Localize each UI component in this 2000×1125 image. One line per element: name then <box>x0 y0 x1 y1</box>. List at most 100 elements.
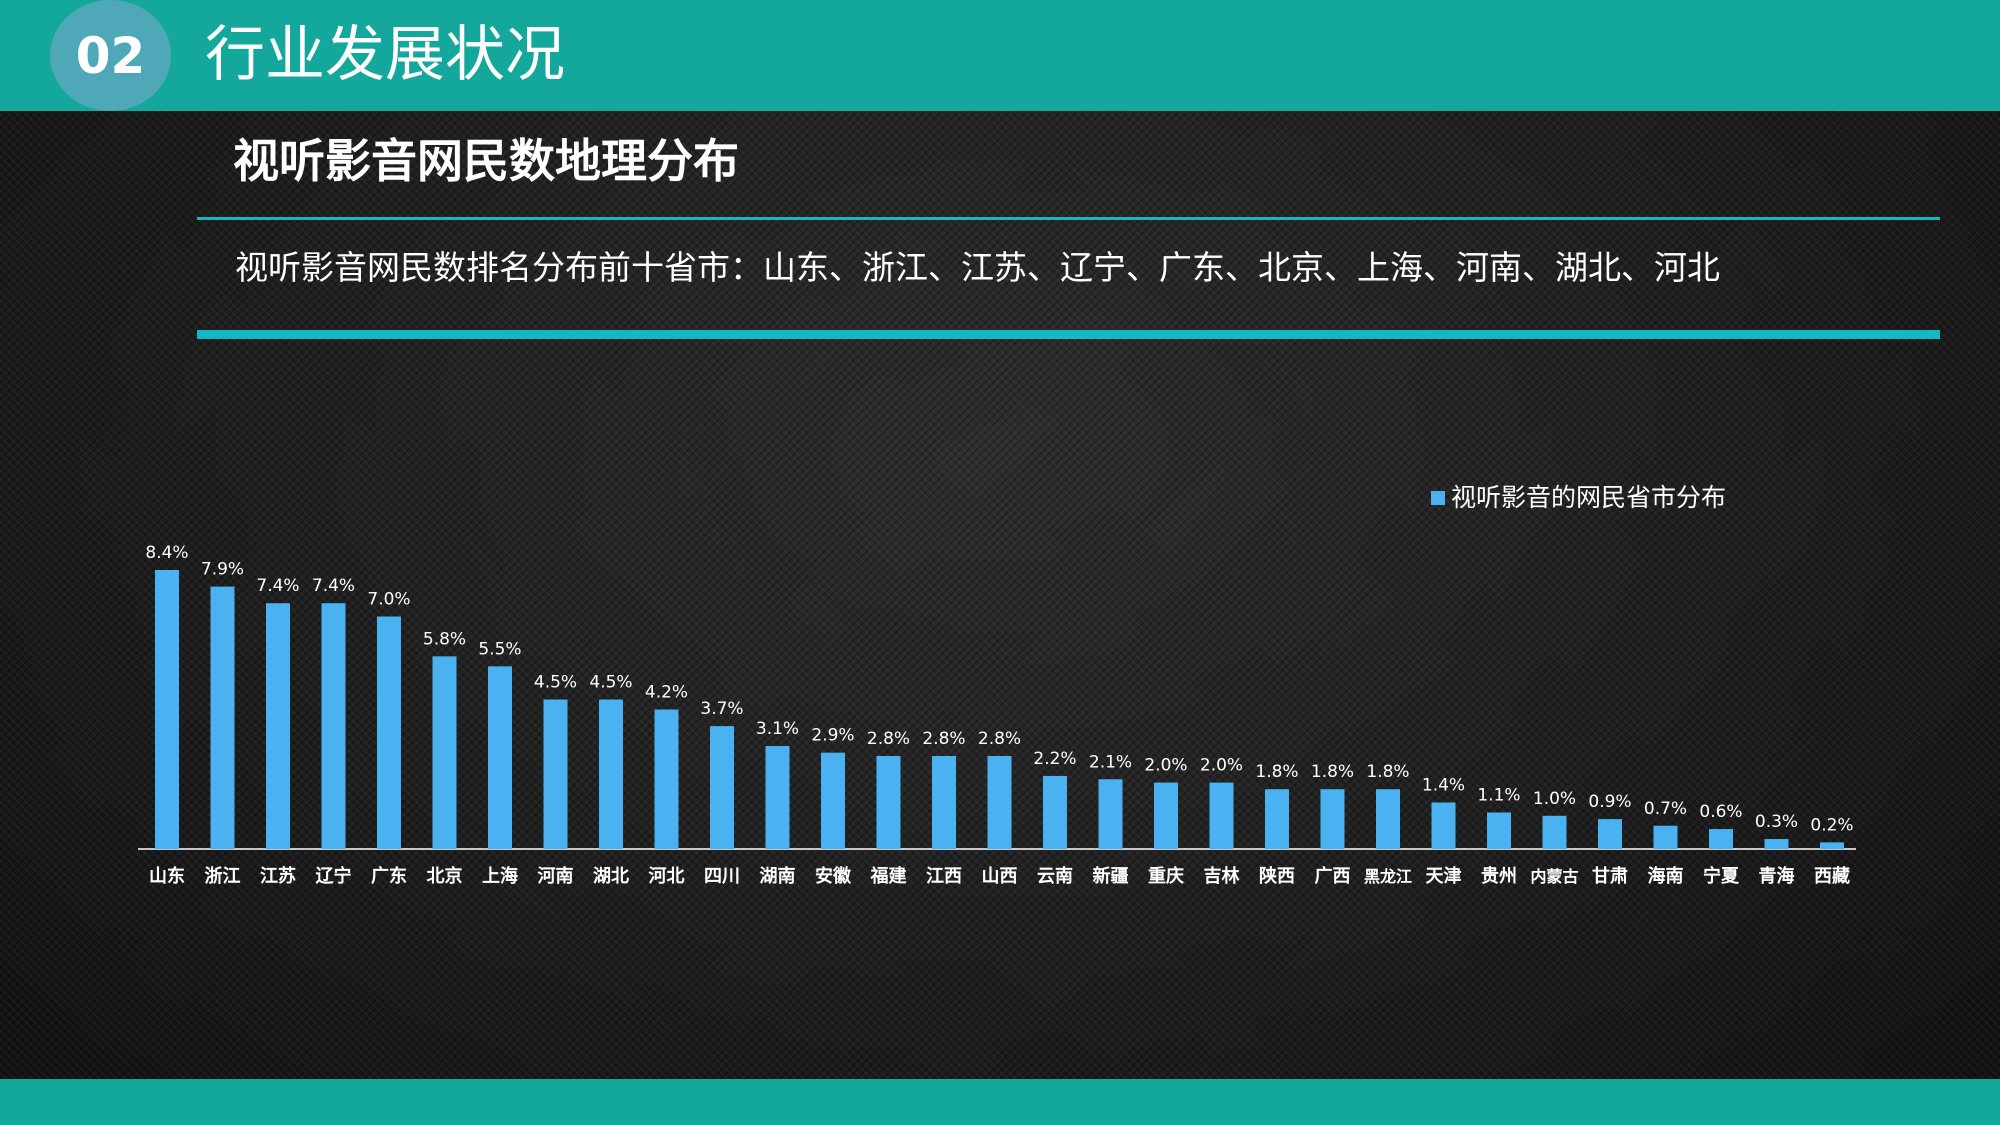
section-title: 行业发展状况 <box>205 20 565 90</box>
data-label-山西: 2.8% <box>978 729 1021 749</box>
data-label-吉林: 2.0% <box>1200 756 1243 776</box>
data-label-江苏: 7.4% <box>256 576 299 596</box>
data-label-宁夏: 0.6% <box>1699 802 1742 822</box>
bar-河南 <box>543 699 568 849</box>
bar-重庆 <box>1154 782 1178 849</box>
x-tick-label-湖北: 湖北 <box>593 866 629 887</box>
x-tick-label-宁夏: 宁夏 <box>1703 865 1740 887</box>
data-label-山东: 8.4% <box>145 543 188 563</box>
bar-青海 <box>1764 839 1789 849</box>
data-label-北京: 5.8% <box>423 629 466 649</box>
data-label-辽宁: 7.4% <box>312 576 355 596</box>
bar-海南 <box>1653 825 1678 849</box>
bar-宁夏 <box>1709 829 1733 849</box>
x-tick-label-西藏: 西藏 <box>1814 866 1850 887</box>
x-tick-label-河北: 河北 <box>649 866 685 887</box>
bar-上海 <box>488 666 512 849</box>
data-label-天津: 1.4% <box>1422 776 1465 796</box>
x-tick-label-安徽: 安徽 <box>815 865 852 887</box>
data-label-陕西: 1.8% <box>1255 762 1298 782</box>
data-label-重庆: 2.0% <box>1144 756 1187 776</box>
data-label-青海: 0.3% <box>1755 812 1798 832</box>
bar-山西 <box>987 756 1012 849</box>
data-label-新疆: 2.1% <box>1089 752 1132 772</box>
x-tick-label-广西: 广西 <box>1315 865 1351 887</box>
bar-广东 <box>377 616 401 849</box>
x-tick-label-海南: 海南 <box>1648 865 1684 887</box>
x-tick-label-山西: 山西 <box>982 866 1018 887</box>
data-label-海南: 0.7% <box>1644 799 1687 819</box>
data-label-安徽: 2.9% <box>811 726 854 746</box>
x-tick-label-上海: 上海 <box>482 865 518 887</box>
chart-legend: 视听影音的网民省市分布 <box>1431 478 1726 518</box>
legend-swatch <box>1431 491 1445 505</box>
x-tick-label-内蒙古: 内蒙古 <box>1530 867 1578 886</box>
bar-山东 <box>155 570 179 849</box>
bar-江西 <box>932 756 956 849</box>
header-bar <box>0 0 2000 111</box>
data-label-贵州: 1.1% <box>1477 785 1520 805</box>
bar-湖南 <box>765 746 790 849</box>
x-tick-label-北京: 北京 <box>427 865 463 887</box>
x-tick-label-辽宁: 辽宁 <box>316 865 352 887</box>
bar-辽宁 <box>321 603 346 849</box>
data-label-浙江: 7.9% <box>201 560 244 580</box>
x-tick-label-四川: 四川 <box>704 866 740 887</box>
data-label-西藏: 0.2% <box>1810 815 1853 835</box>
x-tick-label-河南: 河南 <box>538 865 574 887</box>
footer-bar <box>0 1079 2000 1125</box>
x-tick-label-贵州: 贵州 <box>1481 866 1517 887</box>
x-tick-label-重庆: 重庆 <box>1148 865 1184 887</box>
bar-广西 <box>1320 789 1345 849</box>
bar-吉林 <box>1209 782 1234 849</box>
bar-内蒙古 <box>1542 815 1567 849</box>
x-tick-label-吉林: 吉林 <box>1204 865 1240 887</box>
bar-北京 <box>432 656 457 849</box>
thin-divider <box>197 217 1940 220</box>
legend-label: 视听影音的网民省市分布 <box>1451 483 1727 512</box>
data-label-江西: 2.8% <box>922 729 965 749</box>
x-tick-label-江苏: 江苏 <box>260 865 296 887</box>
bar-新疆 <box>1098 779 1123 849</box>
data-label-云南: 2.2% <box>1033 749 1076 769</box>
x-tick-label-福建: 福建 <box>870 865 907 887</box>
x-tick-label-江西: 江西 <box>926 866 962 887</box>
bar-甘肃 <box>1598 819 1622 849</box>
thick-divider <box>197 330 1940 339</box>
bar-湖北 <box>599 699 623 849</box>
bar-西藏 <box>1820 842 1844 849</box>
x-tick-label-甘肃: 甘肃 <box>1592 865 1628 887</box>
bar-江苏 <box>266 603 290 849</box>
data-label-河北: 4.2% <box>645 683 688 703</box>
bar-陕西 <box>1265 789 1289 849</box>
x-tick-label-天津: 天津 <box>1426 865 1462 887</box>
section-number-badge: 02 <box>50 0 171 111</box>
data-label-湖南: 3.1% <box>756 719 799 739</box>
bar-贵州 <box>1487 812 1511 849</box>
data-label-甘肃: 0.9% <box>1588 792 1631 812</box>
x-tick-label-陕西: 陕西 <box>1259 865 1295 887</box>
x-tick-label-广东: 广东 <box>371 865 407 887</box>
x-tick-label-云南: 云南 <box>1037 865 1073 887</box>
data-label-广西: 1.8% <box>1311 762 1354 782</box>
data-label-福建: 2.8% <box>867 729 910 749</box>
data-label-黑龙江: 1.8% <box>1366 762 1409 782</box>
data-label-河南: 4.5% <box>534 673 577 693</box>
summary-text: 视听影音网民数排名分布前十省市：山东、浙江、江苏、辽宁、广东、北京、上海、河南、… <box>235 248 1720 287</box>
bar-安徽 <box>821 752 845 849</box>
bar-四川 <box>710 726 734 849</box>
bar-河北 <box>654 709 679 849</box>
x-tick-label-黑龙江: 黑龙江 <box>1364 867 1412 886</box>
x-tick-label-青海: 青海 <box>1759 865 1795 887</box>
bar-黑龙江 <box>1376 789 1400 849</box>
data-label-四川: 3.7% <box>700 699 743 719</box>
data-label-湖北: 4.5% <box>589 673 632 693</box>
data-label-内蒙古: 1.0% <box>1533 789 1576 809</box>
bar-福建 <box>876 756 901 849</box>
bar-天津 <box>1431 802 1456 849</box>
x-tick-label-湖南: 湖南 <box>760 865 796 887</box>
x-tick-label-新疆: 新疆 <box>1093 865 1129 887</box>
bar-浙江 <box>210 586 235 849</box>
bar-云南 <box>1043 775 1067 849</box>
